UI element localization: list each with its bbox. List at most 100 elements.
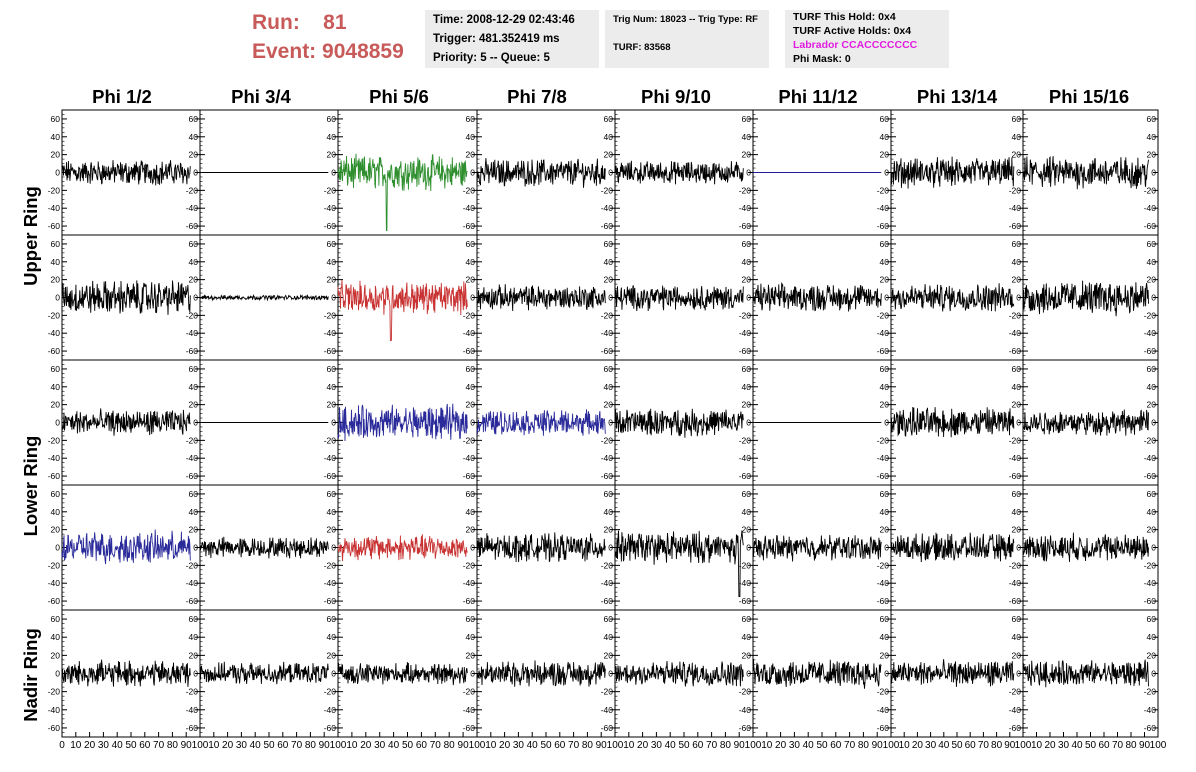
y-tick-label: 20: [51, 150, 61, 160]
y-tick-label-right: 40: [604, 257, 614, 267]
y-tick-label-right: -60: [1009, 596, 1022, 606]
waveform-trace: [1022, 280, 1149, 317]
waveform-trace: [199, 661, 329, 685]
y-tick-label-right: 20: [1147, 150, 1157, 160]
y-tick-label-right: 0: [884, 293, 889, 303]
y-tick-label: -60: [48, 346, 61, 356]
y-tick-label-right: 40: [1012, 132, 1022, 142]
x-tick-label: 50: [540, 740, 552, 751]
y-tick-label-right: -40: [601, 203, 614, 213]
y-tick-label-right: -60: [1009, 346, 1022, 356]
y-tick-label-right: 60: [1012, 614, 1022, 624]
column-header-label: Phi 13/14: [916, 86, 998, 107]
x-tick-label: 70: [978, 740, 990, 751]
y-tick-label-right: -40: [324, 578, 337, 588]
y-tick-label: -40: [48, 203, 61, 213]
y-tick-label-right: -20: [877, 560, 890, 570]
y-tick-label-right: 40: [1147, 382, 1157, 392]
x-tick-label: 40: [388, 740, 400, 751]
turf-text: TURF: 83568: [613, 42, 671, 53]
y-tick-label-right: 60: [880, 114, 890, 124]
y-tick-label: 40: [51, 257, 61, 267]
y-tick-label-right: -20: [1144, 435, 1157, 445]
y-tick-label-right: 60: [880, 239, 890, 249]
x-tick-label: 60: [277, 740, 289, 751]
waveform-trace: [1022, 409, 1149, 436]
y-tick-label-right: -40: [739, 328, 752, 338]
y-tick-label-right: 20: [1012, 400, 1022, 410]
x-tick-label: 0: [59, 740, 65, 751]
y-tick-label-right: 0: [1151, 669, 1156, 679]
y-tick-label-right: 40: [466, 507, 476, 517]
y-tick-label-right: -60: [601, 471, 614, 481]
y-tick-label-right: -60: [1009, 723, 1022, 733]
y-tick-label-right: 0: [331, 669, 336, 679]
x-tick-label: 70: [706, 740, 718, 751]
x-tick-label: 90: [596, 740, 608, 751]
y-tick-label-right: -40: [324, 705, 337, 715]
y-tick-label-right: 20: [466, 275, 476, 285]
x-tick-label: 80: [858, 740, 870, 751]
run-value: 81: [323, 11, 347, 34]
x-tick-label: 100: [607, 740, 624, 751]
y-tick-label-right: -60: [186, 596, 199, 606]
y-tick-label: -40: [48, 705, 61, 715]
x-tick-label: 80: [167, 740, 179, 751]
y-tick-label-right: -20: [601, 435, 614, 445]
x-tick-label: 10: [485, 740, 497, 751]
x-tick-label: 10: [208, 740, 220, 751]
column-header-phi-7-8: Phi 7/8: [469, 86, 605, 108]
waveform-trace: [614, 160, 744, 185]
y-tick-label-right: -20: [1144, 310, 1157, 320]
y-tick-label-right: -20: [1144, 560, 1157, 570]
y-tick-label-right: 0: [470, 293, 475, 303]
y-tick-label-right: 20: [880, 150, 890, 160]
y-tick-label-right: -60: [324, 471, 337, 481]
y-tick-label: 60: [51, 364, 61, 374]
x-tick-label: 60: [692, 740, 704, 751]
y-tick-label-right: 20: [327, 150, 337, 160]
time-text: Time: 2008-12-29 02:43:46: [433, 14, 575, 26]
y-tick-label-right: -20: [877, 185, 890, 195]
y-tick-label-right: 40: [880, 132, 890, 142]
y-tick-label-right: 60: [742, 614, 752, 624]
y-tick-label-right: 40: [880, 382, 890, 392]
waveform-trace: [199, 293, 329, 302]
y-tick-label-right: 0: [1016, 418, 1021, 428]
y-tick-label: -20: [48, 185, 61, 195]
y-tick-label: -40: [48, 578, 61, 588]
y-tick-label-right: 0: [193, 543, 198, 553]
y-tick-label: 0: [55, 543, 60, 553]
x-tick-label: 20: [912, 740, 924, 751]
y-tick-label-right: 60: [1012, 114, 1022, 124]
turf-info-box: TURF This Hold: 0x4 TURF Active Holds: 0…: [785, 10, 949, 68]
y-tick-label: 40: [51, 507, 61, 517]
column-header-phi-11-12: Phi 11/12: [750, 86, 886, 108]
y-tick-label-right: -20: [463, 185, 476, 195]
x-tick-label: 40: [665, 740, 677, 751]
y-tick-label-right: 0: [884, 669, 889, 679]
x-tick-label: 50: [951, 740, 963, 751]
y-tick-label-right: -60: [739, 221, 752, 231]
x-tick-label: 80: [991, 740, 1003, 751]
y-tick-label-right: -40: [601, 328, 614, 338]
x-tick-label: 100: [1150, 740, 1167, 751]
y-tick-label-right: -20: [463, 435, 476, 445]
y-tick-label-right: 40: [604, 382, 614, 392]
y-tick-label-right: 40: [466, 132, 476, 142]
y-tick-label-right: 40: [880, 632, 890, 642]
event-row: Event: 9048859: [252, 37, 404, 66]
y-tick-label: 60: [51, 614, 61, 624]
y-tick-label-right: 20: [189, 275, 199, 285]
y-tick-label-right: 60: [189, 364, 199, 374]
x-tick-label: 50: [125, 740, 137, 751]
x-tick-label: 10: [1031, 740, 1043, 751]
y-tick-label-right: 40: [742, 132, 752, 142]
y-tick-label-right: 20: [189, 650, 199, 660]
y-tick-label-right: 20: [466, 650, 476, 660]
y-tick-label-right: 0: [331, 418, 336, 428]
y-tick-label-right: -60: [1009, 221, 1022, 231]
y-tick-label-right: -20: [877, 687, 890, 697]
y-tick-label-right: 0: [470, 669, 475, 679]
x-tick-label: 60: [139, 740, 151, 751]
